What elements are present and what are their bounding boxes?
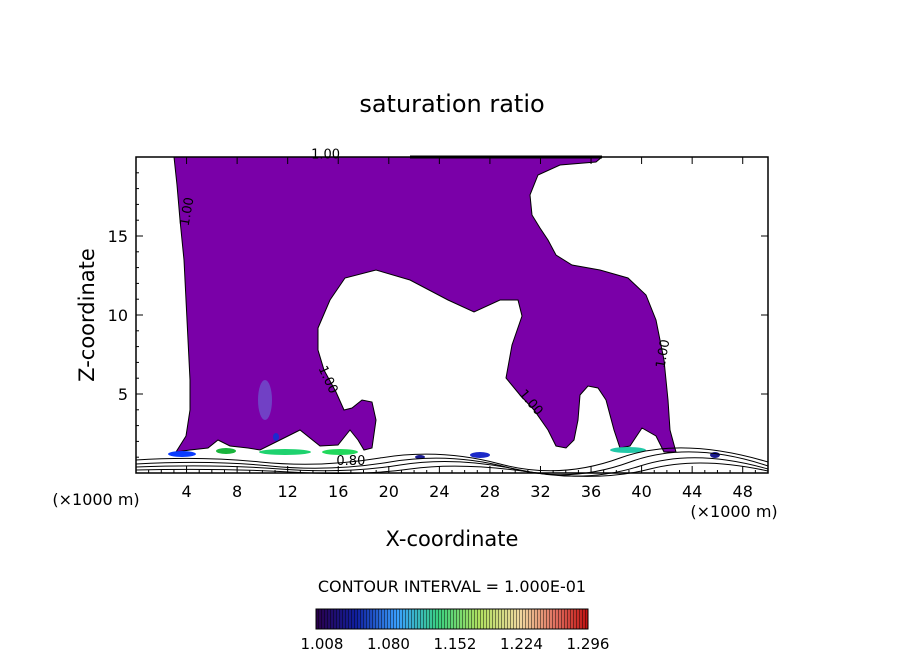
contour-interval-text: CONTOUR INTERVAL = 1.000E-01 (318, 577, 586, 596)
x-tick-label: 4 (181, 482, 191, 501)
colorbar-tick-label: 1.152 (434, 635, 477, 653)
x-tick-label: 40 (631, 482, 651, 501)
x-tick-label: 24 (429, 482, 449, 501)
colorbar-tick-label: 1.080 (367, 635, 410, 653)
contour-label: 1.00 (311, 148, 340, 163)
x-tick-label: 36 (581, 482, 601, 501)
x-tick-label: 8 (232, 482, 242, 501)
x-unit-right: (×1000 m) (690, 502, 777, 521)
x-axis-label: X-coordinate (386, 527, 519, 551)
contour-label: 1.00 (178, 196, 198, 227)
contour-label: 0.80 (336, 454, 365, 469)
supersaturated-region (173, 156, 677, 453)
y-axis-ticks: 5 10 15 (108, 172, 768, 458)
chart-title: saturation ratio (359, 90, 544, 118)
surface-contour-lines (135, 447, 769, 477)
colorbar-hatch (316, 609, 588, 629)
colorbar-tick-label: 1.008 (301, 635, 344, 653)
colorbar-tick-labels: 1.008 1.080 1.152 1.224 1.296 (301, 635, 610, 653)
colorbar-tick-label: 1.224 (500, 635, 543, 653)
x-tick-label: 20 (379, 482, 399, 501)
x-tick-label: 32 (530, 482, 550, 501)
y-tick-label: 15 (108, 227, 128, 246)
y-tick-label: 10 (108, 306, 128, 325)
x-tick-label: 12 (278, 482, 298, 501)
y-tick-label: 5 (118, 385, 128, 404)
x-tick-label: 44 (682, 482, 702, 501)
colorbar-tick-label: 1.296 (567, 635, 610, 653)
x-tick-label: 16 (328, 482, 348, 501)
x-tick-label: 48 (733, 482, 753, 501)
contour-label: 1.00 (654, 338, 674, 369)
x-unit-left: (×1000 m) (52, 490, 139, 509)
y-axis-label: Z-coordinate (75, 248, 99, 382)
supersaturation-hotspots (168, 380, 720, 459)
x-axis-ticks: 4 8 12 16 20 24 28 32 36 40 44 48 (148, 157, 756, 501)
x-tick-label: 28 (480, 482, 500, 501)
